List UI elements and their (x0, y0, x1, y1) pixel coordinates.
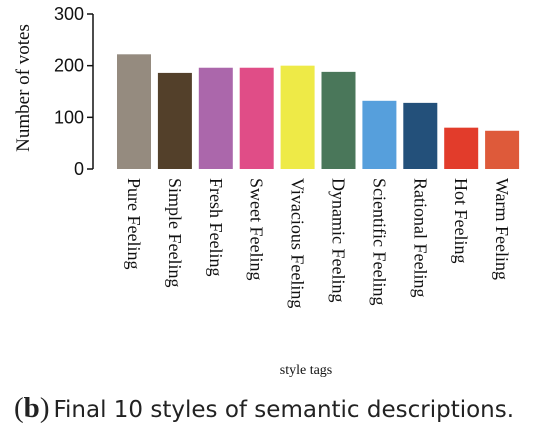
x-axis-label: style tags (280, 363, 333, 378)
x-tick-label: Vivacious Feeling (288, 178, 308, 308)
y-tick-label: 300 (54, 4, 84, 24)
bar (117, 54, 151, 169)
bar (239, 67, 274, 169)
x-tick-label: Pure Feeling (124, 178, 144, 270)
y-axis: 0 100 200 300 (54, 4, 94, 179)
bar (362, 100, 397, 169)
bar-chart: 0 100 200 300 Pure Feeling Simple Feeling Fre… (13, 4, 520, 378)
caption-label: (b) (14, 392, 50, 424)
caption-text: Final 10 styles of semantic descriptions… (53, 397, 515, 423)
bars (117, 54, 520, 169)
x-tick-label: Simple Feeling (165, 178, 185, 288)
x-tick-label: Sweet Feeling (247, 178, 267, 280)
bar (321, 71, 356, 169)
x-tick-label: Rational Feeling (410, 178, 430, 297)
figure-caption: (b) Final 10 styles of semantic descripti… (14, 392, 514, 425)
bar (280, 65, 315, 169)
y-tick-label: 200 (54, 56, 84, 76)
bar (444, 127, 479, 169)
bar (157, 72, 192, 169)
x-tick-label: Dynamic Feeling (329, 178, 349, 302)
x-tick-label: Warm Feeling (492, 178, 512, 280)
y-tick-label: 100 (54, 107, 84, 127)
x-tick-label: Scientific Feeling (369, 178, 389, 305)
bar (485, 130, 520, 169)
bar (403, 102, 438, 169)
x-tick-labels: Pure Feeling Simple Feeling Fresh Feeling S… (124, 178, 512, 308)
bar (198, 67, 233, 169)
y-tick-label: 0 (74, 159, 84, 179)
x-tick-label: Hot Feeling (451, 178, 471, 264)
x-tick-label: Fresh Feeling (206, 178, 226, 277)
y-axis-label: Number of votes (13, 24, 34, 152)
